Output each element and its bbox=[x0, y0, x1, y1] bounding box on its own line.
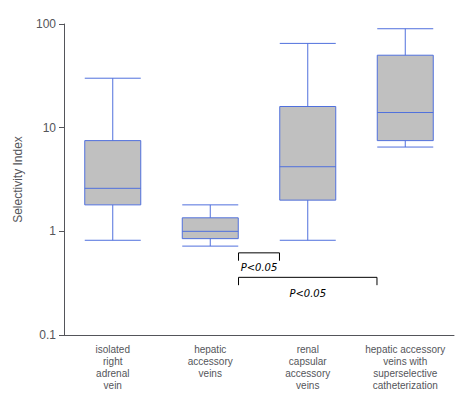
svg-text:superselective: superselective bbox=[373, 368, 437, 379]
svg-text:10: 10 bbox=[43, 121, 57, 135]
svg-text:hepatic accessory: hepatic accessory bbox=[365, 344, 445, 355]
svg-text:veins: veins bbox=[296, 380, 319, 391]
svg-text:accessory: accessory bbox=[188, 356, 233, 367]
svg-text:catheterization: catheterization bbox=[373, 380, 438, 391]
svg-text:100: 100 bbox=[36, 17, 56, 31]
svg-text:0.1: 0.1 bbox=[39, 328, 56, 342]
svg-text:hepatic: hepatic bbox=[194, 344, 226, 355]
svg-text:adrenal: adrenal bbox=[96, 368, 129, 379]
svg-text:Selectivity Index: Selectivity Index bbox=[11, 136, 25, 223]
svg-text:veins: veins bbox=[199, 368, 222, 379]
svg-text:right: right bbox=[103, 356, 123, 367]
svg-text:vein: vein bbox=[104, 380, 122, 391]
svg-text:veins with: veins with bbox=[383, 356, 427, 367]
svg-text:isolated: isolated bbox=[96, 344, 130, 355]
svg-text:P<0.05: P<0.05 bbox=[289, 288, 326, 299]
svg-text:1: 1 bbox=[49, 224, 56, 238]
svg-text:capsular: capsular bbox=[289, 356, 327, 367]
svg-text:renal: renal bbox=[297, 344, 319, 355]
svg-text:accessory: accessory bbox=[285, 368, 330, 379]
svg-text:P<0.05: P<0.05 bbox=[241, 262, 278, 273]
